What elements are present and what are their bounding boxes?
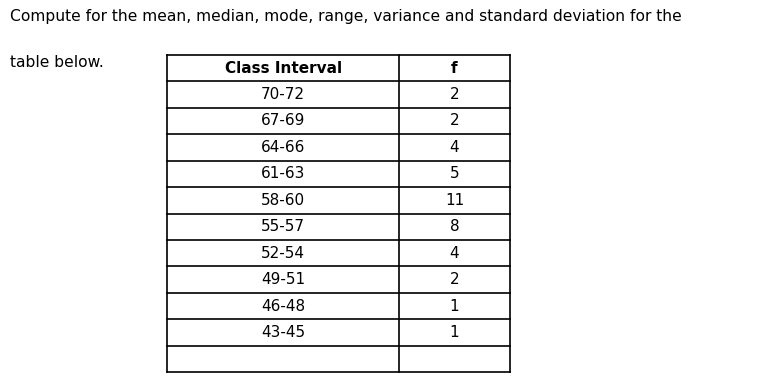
Text: 43-45: 43-45	[261, 325, 305, 340]
Text: f: f	[451, 60, 458, 76]
Text: 64-66: 64-66	[261, 140, 305, 155]
Text: 46-48: 46-48	[261, 299, 305, 314]
Text: 58-60: 58-60	[261, 193, 305, 208]
Text: 2: 2	[449, 113, 460, 129]
Text: 8: 8	[449, 219, 460, 234]
Text: 61-63: 61-63	[261, 166, 305, 181]
Text: table below.: table below.	[10, 55, 104, 70]
Text: Class Interval: Class Interval	[224, 60, 342, 76]
Text: 4: 4	[449, 246, 460, 261]
Text: 5: 5	[449, 166, 460, 181]
Text: 67-69: 67-69	[261, 113, 305, 129]
Text: 70-72: 70-72	[261, 87, 305, 102]
Text: Compute for the mean, median, mode, range, variance and standard deviation for t: Compute for the mean, median, mode, rang…	[10, 9, 682, 25]
Text: 52-54: 52-54	[261, 246, 305, 261]
Text: 1: 1	[449, 299, 460, 314]
Text: 11: 11	[445, 193, 464, 208]
Text: 2: 2	[449, 87, 460, 102]
Text: 55-57: 55-57	[261, 219, 305, 234]
Text: 2: 2	[449, 272, 460, 287]
Text: 1: 1	[449, 325, 460, 340]
Text: 49-51: 49-51	[261, 272, 305, 287]
Text: 4: 4	[449, 140, 460, 155]
